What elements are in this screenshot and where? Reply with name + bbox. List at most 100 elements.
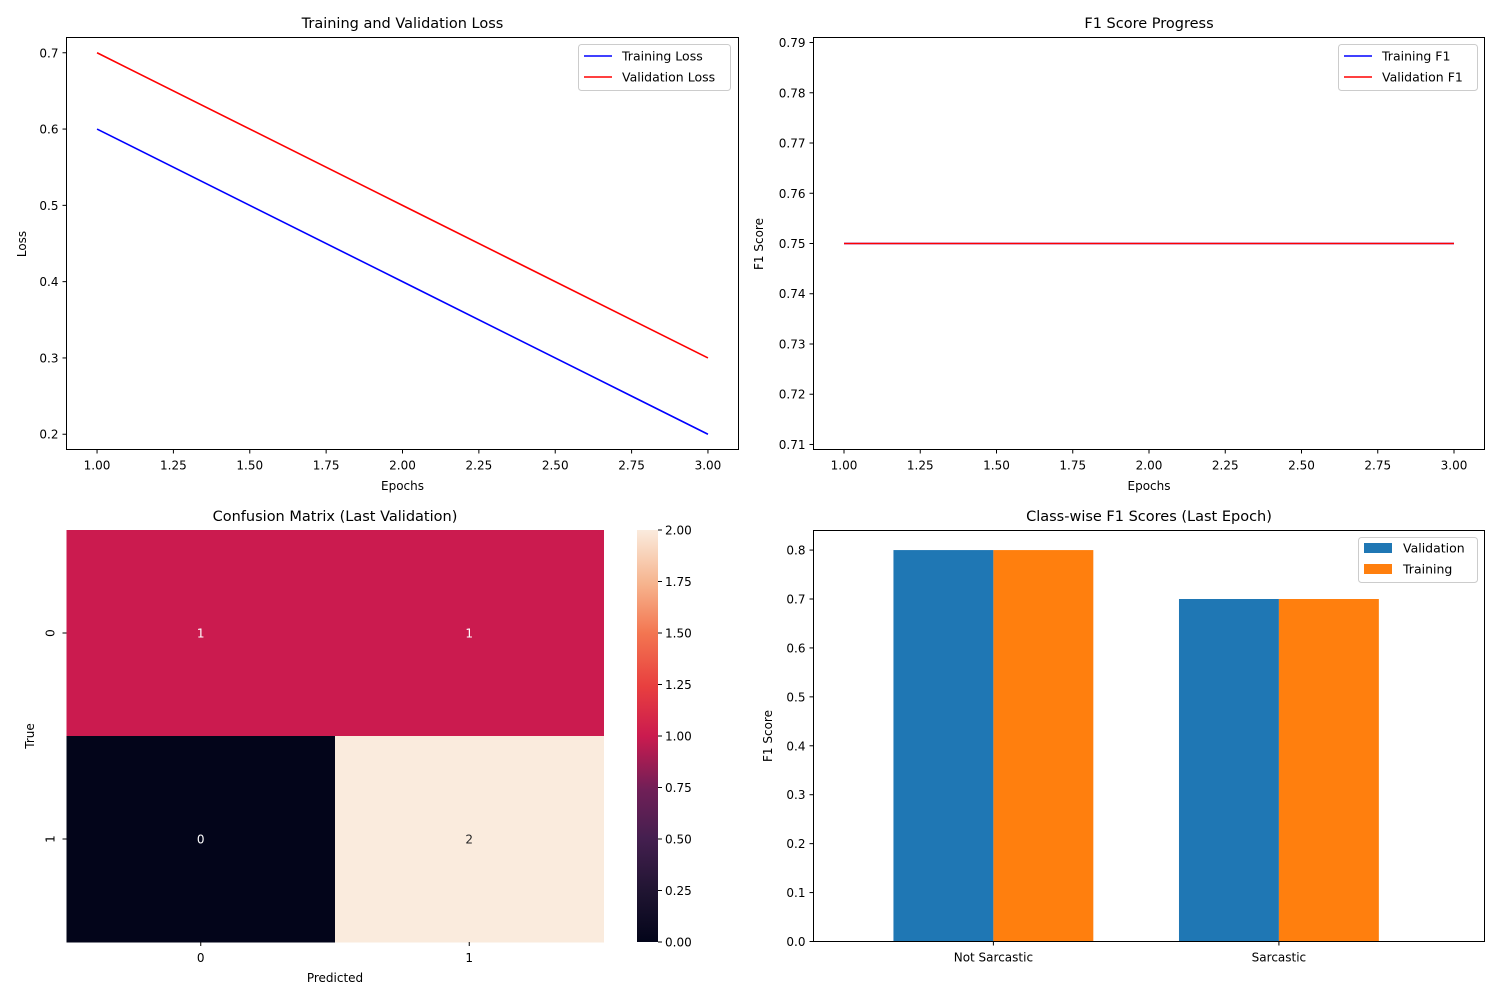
loss-xtick-label: 2.00 xyxy=(389,459,416,473)
f1-xtick-label: 2.25 xyxy=(1212,459,1239,473)
loss-ytick-label: 0.6 xyxy=(39,123,58,137)
f1-chart-frame xyxy=(813,37,1485,450)
classwise-legend-swatch-training xyxy=(1364,564,1392,574)
confusion-cell xyxy=(66,736,336,943)
confusion-xtick-label: 1 xyxy=(465,951,473,965)
confusion-cell-label: 1 xyxy=(465,627,473,641)
bar-training-0 xyxy=(993,550,1094,942)
f1-xtick-label: 1.00 xyxy=(831,459,858,473)
f1-chart-title: F1 Score Progress xyxy=(1084,16,1213,32)
confusion-cell-label: 2 xyxy=(465,833,473,847)
bar-validation-1 xyxy=(1178,599,1279,942)
classwise-ytick-label: 0.7 xyxy=(786,593,805,607)
confusion-matrix-title: Confusion Matrix (Last Validation) xyxy=(213,509,458,525)
loss-chart-title: Training and Validation Loss xyxy=(301,16,504,32)
loss-xtick-label: 2.75 xyxy=(618,459,645,473)
classwise-f1-ticks: Not Sarcastic Sarcastic 0.0 0.1 0.2 0.3 0.4 0.5… xyxy=(786,544,1306,965)
colorbar-tick-label: 0.25 xyxy=(665,884,692,898)
loss-chart-ylabel: Loss xyxy=(15,231,29,257)
loss-chart-legend: Training Loss Validation Loss xyxy=(578,44,731,91)
loss-xtick-label: 1.00 xyxy=(84,459,111,473)
classwise-ytick-label: 0.2 xyxy=(786,837,805,851)
loss-xtick-label: 1.25 xyxy=(160,459,187,473)
confusion-cell xyxy=(335,530,604,737)
bar-validation-0 xyxy=(893,550,994,942)
loss-ytick-label: 0.4 xyxy=(39,275,58,289)
loss-xtick-label: 1.50 xyxy=(236,459,263,473)
classwise-ytick-label: 0.1 xyxy=(786,886,805,900)
f1-ytick-label: 0.74 xyxy=(779,287,806,301)
confusion-ytick-label: 0 xyxy=(44,629,58,637)
confusion-cell-label: 0 xyxy=(197,833,205,847)
loss-legend-label-training: Training Loss xyxy=(621,49,703,64)
classwise-f1-chart-title: Class-wise F1 Scores (Last Epoch) xyxy=(1026,509,1272,525)
loss-ytick-label: 0.2 xyxy=(39,428,58,442)
f1-legend-label-validation: Validation F1 xyxy=(1382,70,1463,85)
loss-chart-xlabel: Epochs xyxy=(381,479,424,493)
classwise-f1-legend: Validation Training xyxy=(1358,537,1478,583)
loss-xtick-label: 1.75 xyxy=(313,459,340,473)
f1-ytick-label: 0.73 xyxy=(779,337,806,351)
loss-chart-series xyxy=(96,52,709,435)
colorbar-tick-label: 0.00 xyxy=(665,936,692,950)
classwise-legend-label-validation: Validation xyxy=(1403,541,1465,556)
f1-legend-box xyxy=(1338,44,1478,91)
colorbar-gradient xyxy=(637,530,658,942)
classwise-ytick-label: 0.5 xyxy=(786,690,805,704)
f1-xtick-label: 1.25 xyxy=(907,459,934,473)
colorbar-tick-label: 0.75 xyxy=(665,781,692,795)
loss-xtick-label: 3.00 xyxy=(695,459,722,473)
bar-training-1 xyxy=(1278,599,1379,942)
confusion-cell xyxy=(335,736,604,943)
classwise-f1-ylabel: F1 Score xyxy=(761,710,775,762)
f1-chart-legend: Training F1 Validation F1 xyxy=(1338,44,1478,91)
f1-chart: F1 Score Progress 1.00 1.25 1.50 1.75 2.00 2.… xyxy=(752,16,1485,493)
loss-legend-box xyxy=(578,44,731,91)
classwise-xtick-label: Not Sarcastic xyxy=(954,951,1033,965)
confusion-matrix: Confusion Matrix (Last Validation) 1 10 2 … xyxy=(23,509,692,985)
loss-legend-label-validation: Validation Loss xyxy=(622,70,715,85)
confusion-matrix-xlabel: Predicted xyxy=(307,971,363,985)
loss-ytick-label: 0.3 xyxy=(39,351,58,365)
classwise-f1-chart: Class-wise F1 Scores (Last Epoch) Not Sa… xyxy=(761,509,1485,965)
f1-xtick-label: 3.00 xyxy=(1441,459,1468,473)
confusion-matrix-cells: 1 1 0 2 xyxy=(66,530,604,943)
confusion-ytick-label: 1 xyxy=(44,835,58,843)
f1-chart-ylabel: F1 Score xyxy=(752,218,766,270)
classwise-legend-label-training: Training xyxy=(1402,562,1452,577)
f1-xtick-label: 2.00 xyxy=(1136,459,1163,473)
classwise-ytick-label: 0.6 xyxy=(786,641,805,655)
colorbar-tick-label: 2.00 xyxy=(665,524,692,538)
loss-chart-frame xyxy=(66,37,739,450)
f1-ytick-label: 0.77 xyxy=(779,137,806,151)
f1-xtick-label: 2.50 xyxy=(1288,459,1315,473)
classwise-legend-swatch-validation xyxy=(1364,543,1392,553)
loss-xtick-label: 2.25 xyxy=(466,459,493,473)
loss-xtick-label: 2.50 xyxy=(542,459,569,473)
classwise-xtick-label: Sarcastic xyxy=(1252,951,1306,965)
colorbar-tick-label: 1.00 xyxy=(665,730,692,744)
loss-ytick-label: 0.5 xyxy=(39,199,58,213)
f1-ytick-label: 0.78 xyxy=(779,86,806,100)
f1-xtick-label: 2.75 xyxy=(1364,459,1391,473)
classwise-ytick-label: 0.8 xyxy=(786,544,805,558)
loss-chart: Training and Validation Loss 1.00 1.25 1.5… xyxy=(15,16,739,493)
f1-xtick-label: 1.50 xyxy=(983,459,1010,473)
loss-series-line-0 xyxy=(96,128,709,435)
colorbar: 0.00 0.25 0.50 0.75 1.00 1.25 1.50 1.75 2.00 xyxy=(637,524,692,950)
loss-series-line-1 xyxy=(96,52,709,359)
f1-legend-label-training: Training F1 xyxy=(1381,49,1450,64)
colorbar-tick-label: 1.25 xyxy=(665,678,692,692)
loss-ytick-label: 0.7 xyxy=(39,46,58,60)
f1-ytick-label: 0.76 xyxy=(779,187,806,201)
classwise-ytick-label: 0.3 xyxy=(786,788,805,802)
f1-ytick-label: 0.75 xyxy=(779,237,806,251)
confusion-matrix-ticks: 0 1 0 1 xyxy=(44,629,474,965)
f1-chart-ticks: 1.00 1.25 1.50 1.75 2.00 2.25 2.50 2.75 3.00 0.71… xyxy=(779,36,1468,472)
colorbar-tick-label: 1.50 xyxy=(665,627,692,641)
f1-ytick-label: 0.72 xyxy=(779,388,806,402)
classwise-f1-bars xyxy=(893,550,1379,942)
colorbar-tick-label: 0.50 xyxy=(665,833,692,847)
confusion-matrix-ylabel: True xyxy=(23,723,37,750)
